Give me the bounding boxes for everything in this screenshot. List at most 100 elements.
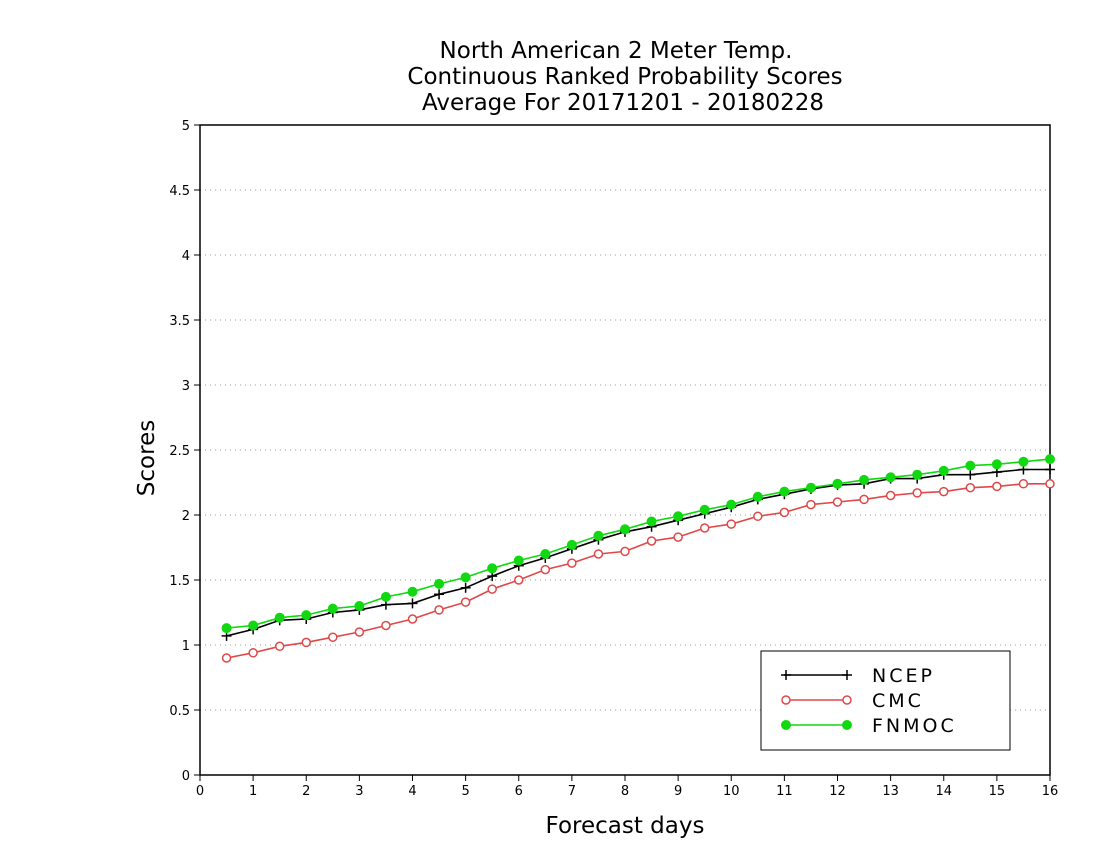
legend-item-ncep: NCEP <box>781 665 932 687</box>
x-tick-label: 1 <box>249 784 257 799</box>
data-point-ncep <box>1045 464 1055 475</box>
data-point-fnmoc <box>566 539 577 550</box>
y-axis-ticks: 0 0.5 1 1.5 2 2.5 3 3.5 4 4.5 5 <box>169 119 200 784</box>
data-point-fnmoc <box>699 504 710 515</box>
legend-item-fnmoc: FNMOC <box>781 715 957 737</box>
data-point-cmc <box>221 653 232 663</box>
legend-marker <box>842 670 852 680</box>
data-point-fnmoc <box>938 465 949 476</box>
data-point-fnmoc <box>434 578 445 589</box>
data-point-cmc <box>434 605 444 615</box>
series-fnmoc <box>221 454 1055 634</box>
data-point-fnmoc <box>991 459 1002 470</box>
legend-marker <box>842 720 852 730</box>
data-point-fnmoc <box>965 460 976 471</box>
y-tick-label: 4.5 <box>169 184 190 199</box>
y-tick-label: 2 <box>182 509 190 524</box>
data-point-fnmoc <box>1018 456 1029 467</box>
series-line-cmc <box>226 482 1050 659</box>
chart-title-line-1: North American 2 Meter Temp. <box>440 38 793 64</box>
data-point-cmc <box>514 575 524 585</box>
data-point-cmc <box>460 597 471 607</box>
data-point-ncep <box>407 598 418 609</box>
x-tick-label: 10 <box>723 784 740 799</box>
data-point-fnmoc <box>540 549 551 559</box>
x-tick-label: 16 <box>1042 784 1059 799</box>
chart-title-line-3: Average For 20171201 - 20180228 <box>422 90 824 116</box>
legend-label-fnmoc: FNMOC <box>872 715 957 737</box>
data-point-cmc <box>912 488 922 498</box>
data-point-ncep <box>434 589 445 600</box>
data-point-fnmoc <box>274 612 285 623</box>
data-point-cmc <box>699 523 710 533</box>
data-point-cmc <box>301 637 311 648</box>
data-point-cmc <box>407 614 418 624</box>
legend-marker <box>781 695 791 705</box>
series-cmc <box>221 479 1055 663</box>
y-tick-label: 1 <box>182 639 190 654</box>
data-point-fnmoc <box>327 603 338 614</box>
data-point-cmc <box>1018 479 1029 489</box>
data-point-cmc <box>885 490 896 501</box>
legend-marker <box>781 670 791 680</box>
data-point-cmc <box>673 532 683 542</box>
chart-title-line-2: Continuous Ranked Probability Scores <box>407 64 842 90</box>
x-tick-label: 4 <box>408 784 416 799</box>
y-tick-label: 0.5 <box>169 704 190 719</box>
x-tick-label: 6 <box>515 784 523 799</box>
x-tick-label: 15 <box>989 784 1006 799</box>
data-point-fnmoc <box>593 530 604 541</box>
data-point-fnmoc <box>620 524 630 535</box>
data-point-cmc <box>832 497 843 507</box>
data-point-fnmoc <box>407 586 418 597</box>
x-tick-label: 2 <box>302 784 310 799</box>
data-point-cmc <box>620 546 630 557</box>
data-point-cmc <box>753 511 763 522</box>
x-tick-label: 11 <box>776 784 793 799</box>
data-point-cmc <box>779 507 790 518</box>
series-group <box>221 454 1055 663</box>
y-tick-label: 3 <box>182 379 190 394</box>
data-point-cmc <box>487 584 497 594</box>
chart-title: North American 2 Meter Temp. Continuous … <box>407 38 842 116</box>
x-axis-ticks: 0 1 2 3 4 5 6 7 8 9 10 11 12 13 14 15 16 <box>196 775 1058 799</box>
y-axis-label: Scores <box>134 420 160 496</box>
data-point-fnmoc <box>885 472 896 483</box>
data-point-fnmoc <box>779 486 790 497</box>
data-point-cmc <box>859 494 869 505</box>
data-point-fnmoc <box>380 591 391 602</box>
legend-label-cmc: CMC <box>872 690 924 712</box>
data-point-fnmoc <box>354 601 365 611</box>
data-point-fnmoc <box>859 474 870 485</box>
series-line-fnmoc <box>226 458 1051 629</box>
data-point-cmc <box>354 627 365 637</box>
x-tick-label: 0 <box>196 784 204 799</box>
y-tick-label: 5 <box>182 119 190 134</box>
x-tick-label: 7 <box>568 784 576 799</box>
data-point-cmc <box>646 536 657 546</box>
legend-marker <box>842 695 852 705</box>
y-tick-label: 0 <box>182 769 190 784</box>
x-tick-label: 5 <box>461 784 469 799</box>
data-point-fnmoc <box>221 623 232 634</box>
data-point-cmc <box>806 499 816 510</box>
x-tick-label: 12 <box>829 784 846 799</box>
data-point-cmc <box>540 564 551 575</box>
data-point-fnmoc <box>248 620 259 631</box>
data-point-fnmoc <box>301 610 312 621</box>
data-point-fnmoc <box>752 491 763 502</box>
data-point-fnmoc <box>805 482 816 493</box>
data-point-cmc <box>1045 479 1055 489</box>
data-point-ncep <box>460 582 471 593</box>
x-tick-label: 9 <box>674 784 682 799</box>
data-point-fnmoc <box>460 572 471 583</box>
legend-marker <box>781 720 791 730</box>
x-tick-label: 13 <box>882 784 899 799</box>
data-point-cmc <box>274 641 285 652</box>
data-point-fnmoc <box>487 563 498 574</box>
data-point-cmc <box>726 519 736 529</box>
data-point-cmc <box>328 632 338 642</box>
legend: NCEP CMC FNMOC <box>760 650 1011 751</box>
